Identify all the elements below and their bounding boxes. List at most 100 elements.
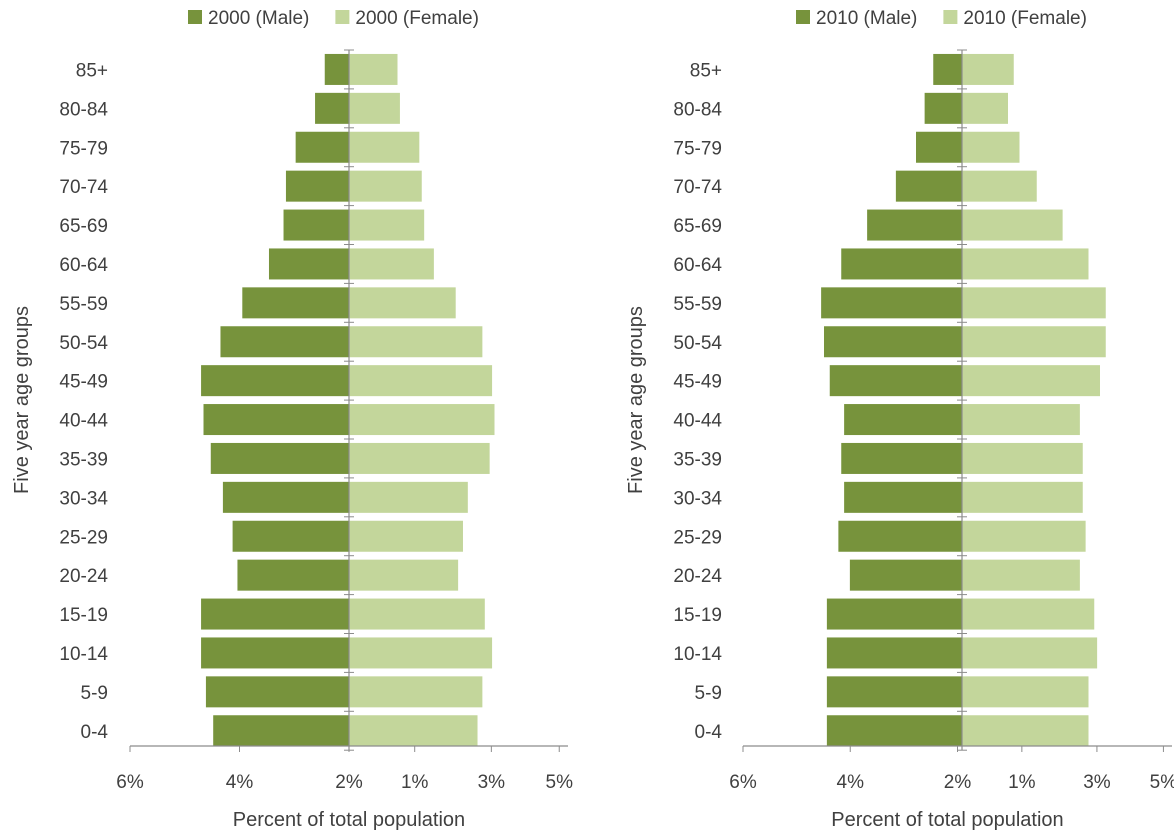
bar-2010-male--75-79 — [916, 131, 962, 163]
bar-2000-female--10-14 — [349, 637, 493, 669]
y-tick-label: 10-14 — [673, 644, 722, 665]
bar-2010-female--45-49 — [962, 365, 1100, 397]
y-tick-label: 40-44 — [673, 411, 722, 432]
bar-2010-female--70-74 — [962, 170, 1037, 202]
bar-2010-male--45-49 — [829, 365, 962, 397]
bar-2000-female--60-64 — [349, 248, 434, 280]
bar-2000-female--25-29 — [349, 520, 463, 552]
y-tick-label: 40-44 — [59, 411, 108, 432]
y-tick-label: 5-9 — [81, 683, 108, 704]
bar-2000-male--50-54 — [220, 326, 349, 358]
x-tick-label: 2% — [944, 772, 972, 793]
y-tick-label: 60-64 — [673, 255, 722, 276]
bar-2000-male--35-39 — [210, 442, 349, 474]
bar-2010-female--30-34 — [962, 481, 1083, 513]
bar-2010-male--65-69 — [867, 209, 962, 241]
bar-2000-male--65-69 — [283, 209, 349, 241]
x-tick-label: 3% — [1083, 772, 1111, 793]
bar-2010-female--15-19 — [962, 598, 1095, 630]
y-tick-label: 25-29 — [59, 527, 108, 548]
bar-2000-male--25-29 — [232, 520, 349, 552]
legend: 2010 (Male) 2010 (Female) — [796, 8, 1087, 29]
bar-2000-male--55-59 — [242, 287, 349, 319]
bar-2000-male--0-4 — [213, 715, 349, 747]
bar-2010-male--10-14 — [826, 637, 962, 669]
y-tick-label: 20-24 — [59, 566, 108, 587]
x-tick-label: 1% — [1008, 772, 1036, 793]
bar-2000-female--5-9 — [349, 676, 483, 708]
legend-swatch — [188, 10, 202, 24]
bar-2010-female--35-39 — [962, 442, 1083, 474]
legend-swatch — [796, 10, 810, 24]
y-tick-label: 35-39 — [59, 449, 108, 470]
bar-2010-male--55-59 — [821, 287, 962, 319]
y-tick-label: 70-74 — [673, 177, 722, 198]
x-tick-label: 6% — [729, 772, 757, 793]
legend-swatch — [943, 10, 958, 24]
y-tick-label: 50-54 — [673, 333, 722, 354]
bar-2000-male--10-14 — [201, 637, 349, 669]
bar-2010-female--85+ — [962, 53, 1014, 85]
bar-2010-female--55-59 — [962, 287, 1106, 319]
bar-2000-male--15-19 — [201, 598, 349, 630]
bar-2000-female--70-74 — [349, 170, 422, 202]
bar-2000-female--55-59 — [349, 287, 456, 319]
y-tick-label: 50-54 — [59, 333, 108, 354]
bar-2000-female--35-39 — [349, 442, 490, 474]
legend-label: 2010 (Female) — [963, 8, 1087, 29]
bar-2010-female--0-4 — [962, 715, 1089, 747]
bar-2010-female--75-79 — [962, 131, 1020, 163]
bar-2010-male--40-44 — [844, 404, 962, 436]
bar-2010-male--30-34 — [844, 481, 962, 513]
y-tick-label: 55-59 — [59, 294, 108, 315]
y-tick-label: 45-49 — [59, 372, 108, 393]
y-axis-title: Five year age groups — [625, 306, 647, 494]
bar-2010-male--0-4 — [826, 715, 962, 747]
y-tick-label: 15-19 — [59, 605, 108, 626]
y-tick-label: 5-9 — [695, 683, 722, 704]
x-tick-label: 4% — [837, 772, 865, 793]
bar-2000-male--30-34 — [222, 481, 349, 513]
bar-2010-female--10-14 — [962, 637, 1098, 669]
legend-swatch — [335, 10, 350, 24]
y-tick-label: 0-4 — [81, 722, 109, 743]
y-tick-label: 80-84 — [673, 99, 722, 120]
bar-2010-male--5-9 — [826, 676, 962, 708]
bar-2000-female--30-34 — [349, 481, 468, 513]
y-tick-label: 20-24 — [673, 566, 722, 587]
bar-2000-male--70-74 — [285, 170, 349, 202]
bar-2000-male--85+ — [324, 53, 349, 85]
bar-2010-female--25-29 — [962, 520, 1086, 552]
bar-2000-female--75-79 — [349, 131, 420, 163]
y-axis-title: Five year age groups — [11, 306, 33, 494]
y-tick-label: 0-4 — [695, 722, 723, 743]
bar-2000-male--40-44 — [203, 404, 349, 436]
bar-2010-female--40-44 — [962, 404, 1080, 436]
pyramid-chart-2: 85+ 80-84 75-79 70-74 65-69 60-64 55-59 50-54 45… — [625, 8, 1174, 831]
bar-2010-male--60-64 — [841, 248, 962, 280]
y-tick-label: 85+ — [76, 60, 108, 81]
y-tick-label: 55-59 — [673, 294, 722, 315]
y-tick-label: 70-74 — [59, 177, 108, 198]
y-tick-label: 35-39 — [673, 449, 722, 470]
bar-2000-female--40-44 — [349, 404, 495, 436]
x-tick-label: 5% — [1150, 772, 1174, 793]
bar-2000-female--20-24 — [349, 559, 459, 591]
x-tick-label: 5% — [546, 772, 574, 793]
bar-2000-male--5-9 — [205, 676, 349, 708]
y-tick-label: 75-79 — [673, 138, 722, 159]
bar-2000-male--80-84 — [315, 92, 349, 124]
bar-2010-female--20-24 — [962, 559, 1080, 591]
bar-2010-male--20-24 — [849, 559, 962, 591]
bar-2010-male--35-39 — [841, 442, 962, 474]
y-tick-label: 65-69 — [59, 216, 108, 237]
bar-2000-male--75-79 — [295, 131, 349, 163]
bar-2010-female--5-9 — [962, 676, 1089, 708]
legend-label: 2000 (Female) — [355, 8, 479, 29]
bar-2000-male--20-24 — [237, 559, 349, 591]
bar-2010-female--80-84 — [962, 92, 1008, 124]
bar-2000-female--15-19 — [349, 598, 485, 630]
bar-2010-male--70-74 — [895, 170, 962, 202]
legend: 2000 (Male) 2000 (Female) — [188, 8, 479, 29]
